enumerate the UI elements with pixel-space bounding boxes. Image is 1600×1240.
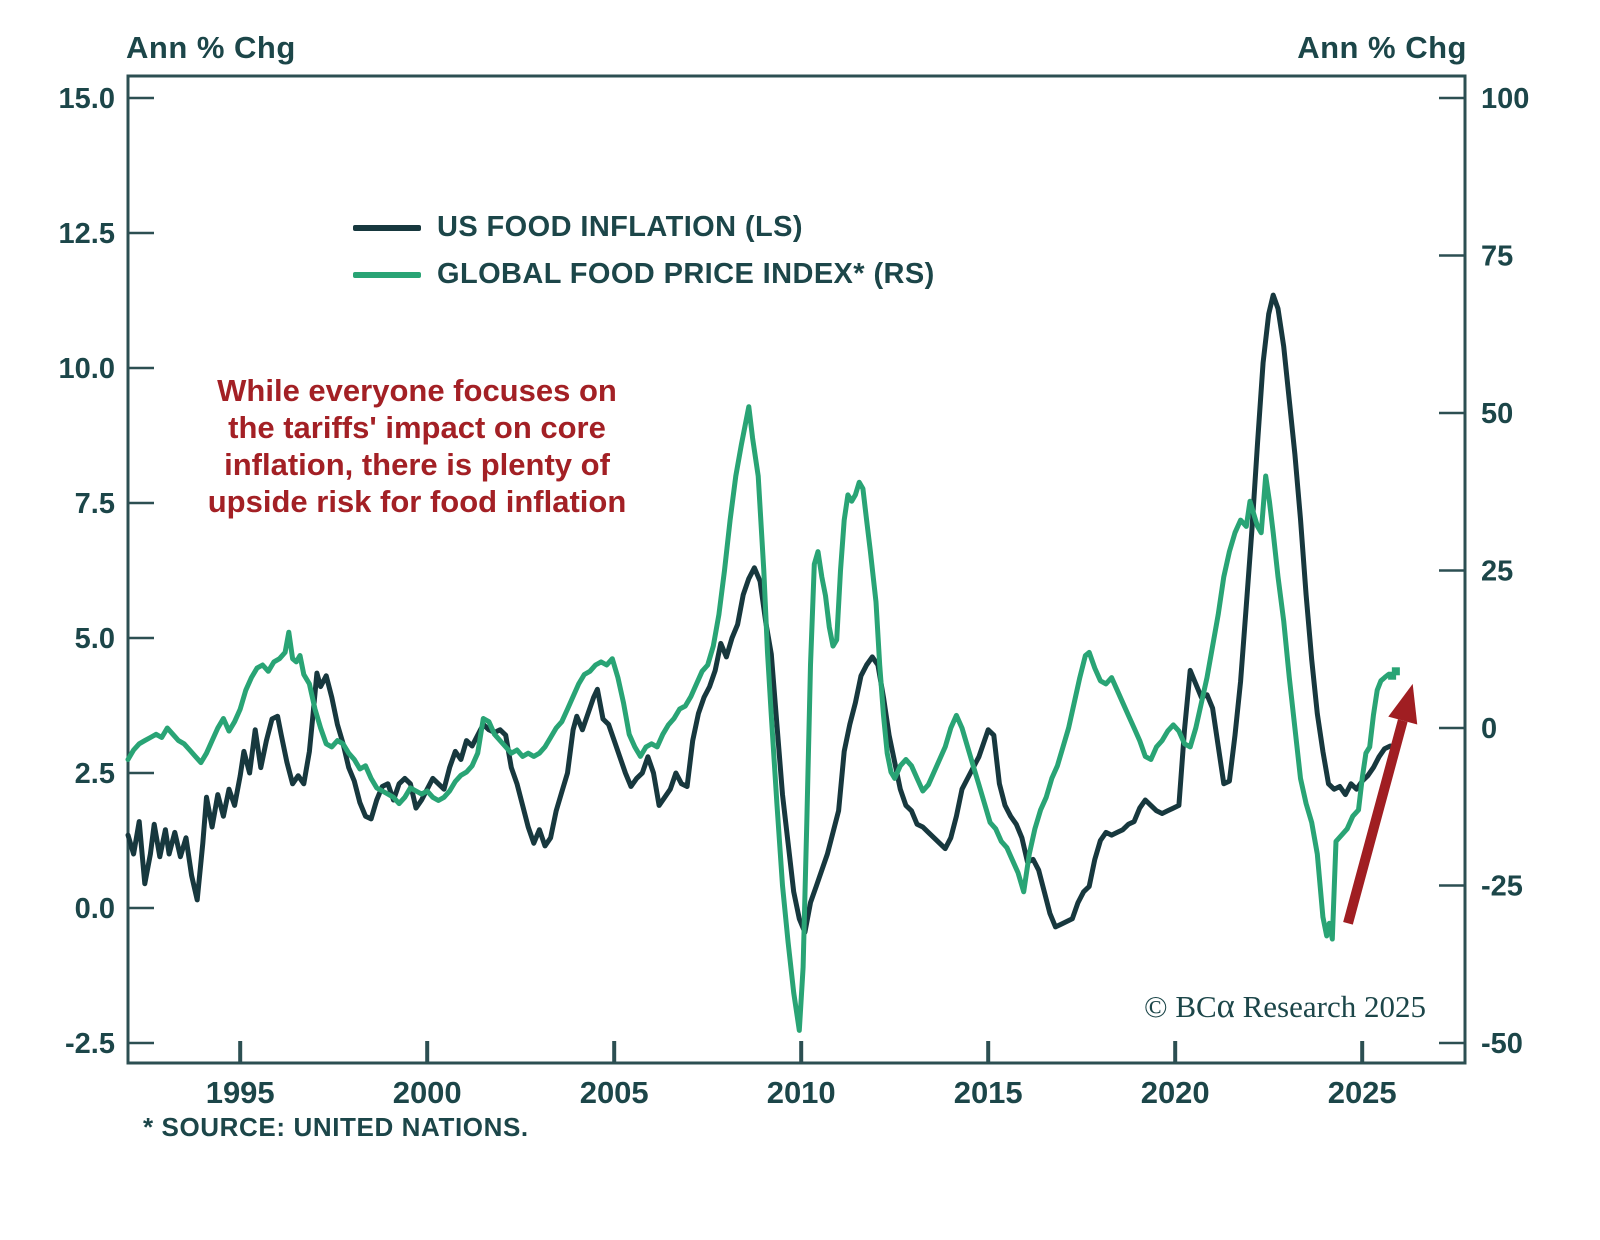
right-axis-tick-label: 75 bbox=[1481, 241, 1513, 273]
copyright-prefix: © BC bbox=[1144, 989, 1217, 1024]
right-axis-tick-label: 50 bbox=[1481, 398, 1513, 430]
left-axis-tick-label: 12.5 bbox=[59, 218, 115, 250]
left-axis-title: Ann % Chg bbox=[126, 30, 296, 65]
copyright-note: © BCα Research 2025 bbox=[1100, 986, 1470, 1026]
series-line-us-food-inflation bbox=[125, 292, 1393, 935]
right-axis-tick-label: 100 bbox=[1481, 83, 1529, 115]
series-line-global-food-price-index bbox=[125, 404, 1399, 1033]
series-end-marker bbox=[1388, 671, 1397, 680]
series-end-marker bbox=[1391, 667, 1400, 676]
x-axis-tick-label: 2010 bbox=[767, 1075, 836, 1110]
copyright-suffix: Research 2025 bbox=[1234, 989, 1426, 1024]
left-axis-tick-label: -2.5 bbox=[65, 1028, 115, 1060]
legend-label: GLOBAL FOOD PRICE INDEX* (RS) bbox=[437, 258, 935, 290]
legend: US FOOD INFLATION (LS) GLOBAL FOOD PRICE… bbox=[353, 204, 935, 298]
legend-label: US FOOD INFLATION (LS) bbox=[437, 211, 803, 243]
right-axis-title: Ann % Chg bbox=[1297, 30, 1467, 65]
left-axis-tick-label: 5.0 bbox=[75, 623, 115, 655]
right-axis-tick-label: -50 bbox=[1481, 1028, 1523, 1060]
copyright-alpha-glyph: α bbox=[1216, 986, 1235, 1025]
source-note: * SOURCE: UNITED NATIONS. bbox=[143, 1112, 529, 1142]
x-axis-tick-label: 2005 bbox=[580, 1075, 649, 1110]
line-swatch-green bbox=[353, 271, 421, 278]
left-axis-tick-label: 15.0 bbox=[59, 83, 115, 115]
left-axis-tick-label: 2.5 bbox=[75, 758, 115, 790]
left-axis-tick-label: 0.0 bbox=[75, 893, 115, 925]
line-swatch-navy bbox=[353, 224, 421, 231]
trend-arrow-shaft bbox=[1343, 719, 1408, 925]
x-axis-tick-label: 2000 bbox=[393, 1075, 462, 1110]
left-axis-tick-label: 10.0 bbox=[59, 353, 115, 385]
x-axis-tick-label: 1995 bbox=[206, 1075, 275, 1110]
x-axis-tick-label: 2025 bbox=[1328, 1075, 1397, 1110]
legend-item-us-food-inflation: US FOOD INFLATION (LS) bbox=[353, 204, 935, 251]
annotation-text: While everyone focuses on the tariffs' i… bbox=[207, 373, 627, 519]
left-axis-tick-label: 7.5 bbox=[75, 488, 115, 520]
right-axis-tick-label: -25 bbox=[1481, 871, 1523, 903]
trend-arrow-head bbox=[1388, 683, 1418, 725]
legend-item-global-food-price-index: GLOBAL FOOD PRICE INDEX* (RS) bbox=[353, 251, 935, 298]
x-axis-tick-label: 2015 bbox=[954, 1075, 1023, 1110]
x-axis-tick-label: 2020 bbox=[1141, 1075, 1210, 1110]
right-axis-tick-label: 25 bbox=[1481, 556, 1513, 588]
right-axis-tick-label: 0 bbox=[1481, 713, 1497, 745]
